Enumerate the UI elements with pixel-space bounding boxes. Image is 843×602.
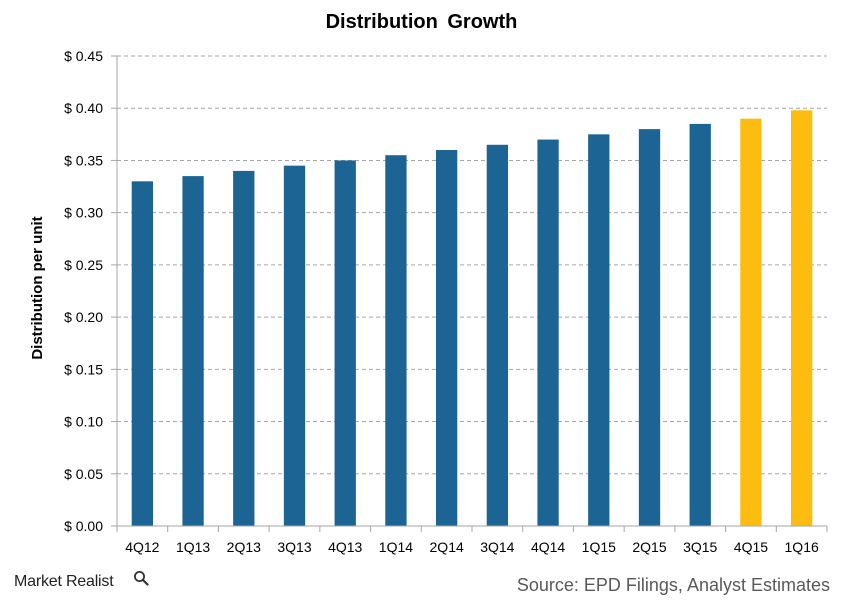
bar-1q13 xyxy=(182,176,204,526)
magnifier-icon xyxy=(134,571,149,586)
bar-3q14 xyxy=(486,144,509,526)
bar-1q14 xyxy=(385,155,407,526)
bar-3q13 xyxy=(283,165,306,526)
bar-4q15 xyxy=(740,118,762,527)
y-tick-label: $ 0.40 xyxy=(64,100,103,116)
bar-4q12 xyxy=(131,181,154,527)
y-tick-label: $ 0.05 xyxy=(64,466,103,482)
x-tick-label: 1Q14 xyxy=(379,539,413,555)
y-tick-label: $ 0.20 xyxy=(64,309,103,325)
tick-labels: $ 0.00 $ 0.05 $ 0.10 $ 0.15 $ 0.20 $ 0.25 $ 0.… xyxy=(64,48,819,555)
y-tick-label: $ 0.00 xyxy=(64,518,103,534)
y-axis-label: Distribution per unit xyxy=(29,216,46,359)
bar-2q15 xyxy=(638,129,661,526)
x-tick-label: 2Q13 xyxy=(227,539,261,555)
bar-1q16 xyxy=(790,110,813,527)
bar-3q15 xyxy=(689,123,711,526)
y-tick-label: $ 0.30 xyxy=(64,205,103,221)
y-tick-label: $ 0.35 xyxy=(64,152,103,168)
axes xyxy=(111,55,828,532)
y-tick-label: $ 0.10 xyxy=(64,414,103,430)
x-tick-label: 1Q16 xyxy=(785,539,819,555)
bar-2q13 xyxy=(233,170,255,526)
x-tick-label: 2Q15 xyxy=(632,539,666,555)
y-tick-label: $ 0.45 xyxy=(64,48,103,64)
x-tick-label: 2Q14 xyxy=(430,539,464,555)
grid-lines xyxy=(117,55,827,475)
bar-4q13 xyxy=(334,160,356,526)
bars xyxy=(131,110,813,527)
bar-2q14 xyxy=(435,150,458,526)
brand-name: Market Realist xyxy=(14,573,114,590)
x-tick-label: 3Q13 xyxy=(277,539,311,555)
x-tick-label: 1Q13 xyxy=(176,539,210,555)
x-tick-label: 4Q12 xyxy=(125,539,159,555)
x-tick-label: 3Q14 xyxy=(480,539,514,555)
chart-title: Distribution Growth xyxy=(325,11,518,33)
y-tick-label: $ 0.25 xyxy=(64,257,103,273)
x-tick-label: 4Q14 xyxy=(531,539,565,555)
x-tick-label: 4Q15 xyxy=(734,539,768,555)
x-tick-label: 4Q13 xyxy=(328,539,362,555)
bar-4q14 xyxy=(537,139,559,527)
bar-1q15 xyxy=(588,134,610,527)
source-note: Source: EPD Filings, Analyst Estimates xyxy=(516,575,830,595)
x-tick-label: 3Q15 xyxy=(683,539,717,555)
x-tick-label: 1Q15 xyxy=(582,539,616,555)
y-tick-label: $ 0.15 xyxy=(64,361,103,377)
